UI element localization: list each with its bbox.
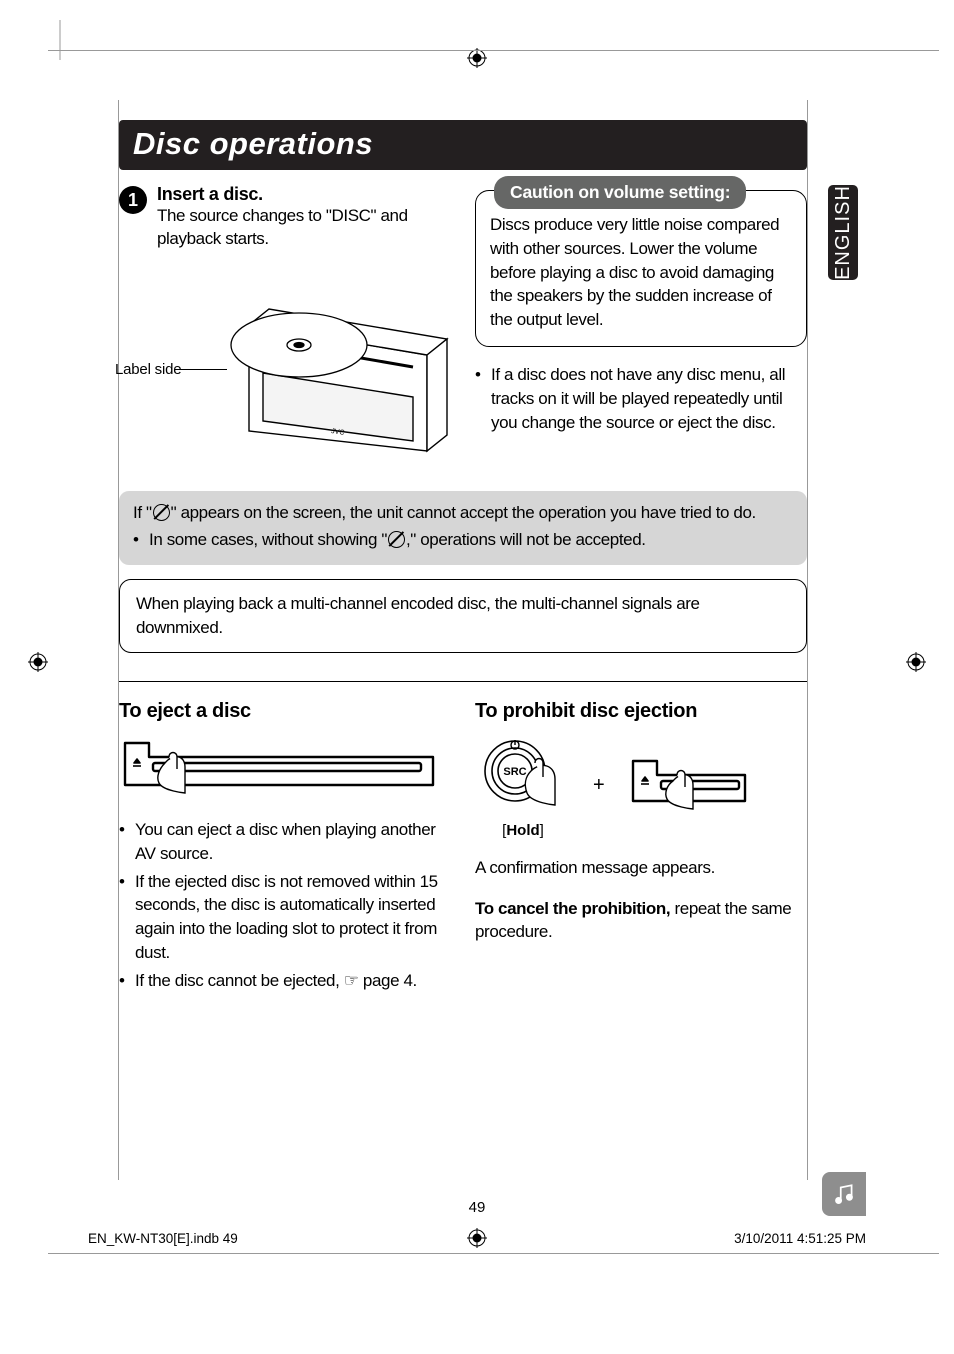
grey-note-bb: ," operations will not be accepted. (406, 530, 646, 549)
eject-b3-ref: ☞ page 4. (344, 971, 417, 990)
right-bullets: If a disc does not have any disc menu, a… (475, 363, 807, 434)
language-tab-label: ENGLISH (832, 185, 855, 280)
page-root: ENGLISH Disc operations 1 (0, 0, 954, 1354)
cancel-bold: To cancel the prohibition, (475, 899, 670, 918)
divider (119, 681, 807, 682)
grey-note-l1b: " appears on the screen, the unit cannot… (171, 503, 756, 522)
grey-note-bullet: In some cases, without showing " ," opera… (133, 528, 793, 552)
eject-b3a: If the disc cannot be ejected, (135, 971, 344, 990)
prohibit-icon (153, 504, 170, 521)
step-1: 1 Insert a disc. The source changes to "… (119, 184, 451, 251)
caution-box: Caution on volume setting: Discs produce… (475, 190, 807, 347)
footer-left: EN_KW-NT30[E].indb 49 (88, 1231, 238, 1246)
eject-b1: You can eject a disc when playing anothe… (119, 818, 451, 866)
eject-figure (119, 733, 451, 802)
prohibit-heading: To prohibit disc ejection (475, 700, 807, 723)
step-badge: 1 (119, 186, 147, 214)
eject-heading: To eject a disc (119, 700, 451, 723)
grey-note-line1: If " " appears on the screen, the unit ca… (133, 501, 793, 526)
round-note: When playing back a multi-channel encode… (119, 579, 807, 653)
col-eject: To eject a disc (119, 700, 451, 997)
step-text: The source changes to "DISC" and playbac… (157, 205, 451, 251)
cancel-line: To cancel the prohibition, repeat the sa… (475, 898, 807, 944)
footer-right: 3/10/2011 4:51:25 PM (734, 1231, 866, 1246)
registration-top (467, 48, 487, 68)
page-number: 49 (0, 1199, 954, 1216)
src-button-figure: SRC [[Hold]Hold] (475, 733, 571, 839)
plus-sign: + (593, 774, 605, 797)
eject-b2: If the ejected disc is not removed withi… (119, 870, 451, 965)
top-rule (48, 50, 939, 51)
section-title: Disc operations (133, 126, 373, 161)
columns-bottom: To eject a disc (119, 700, 807, 997)
eject-btn-figure (627, 751, 747, 820)
crop-top-left (40, 20, 80, 60)
grey-note-list: In some cases, without showing " ," opera… (133, 528, 793, 552)
section-banner: Disc operations (119, 120, 807, 170)
registration-right (906, 652, 926, 672)
step-title: Insert a disc. (157, 184, 451, 205)
columns-top: 1 Insert a disc. The source changes to "… (119, 184, 807, 463)
caution-title: Caution on volume setting: (494, 176, 746, 209)
prohibit-figure: SRC [[Hold]Hold] + (475, 733, 807, 839)
grey-note: If " " appears on the screen, the unit ca… (119, 491, 807, 565)
col-left: 1 Insert a disc. The source changes to "… (119, 184, 451, 463)
col-prohibit: To prohibit disc ejection (475, 700, 807, 997)
registration-left (28, 652, 48, 672)
registration-bottom (467, 1228, 487, 1248)
col-right: Caution on volume setting: Discs produce… (475, 184, 807, 463)
eject-b3: If the disc cannot be ejected, ☞ page 4. (119, 969, 451, 993)
right-bullet-1: If a disc does not have any disc menu, a… (475, 363, 807, 434)
grey-note-l1a: If " (133, 503, 152, 522)
step-number: 1 (128, 190, 138, 211)
round-note-text: When playing back a multi-channel encode… (136, 594, 700, 637)
language-tab: ENGLISH (828, 185, 858, 280)
hold-label: [[Hold]Hold] (475, 822, 571, 839)
eject-list: You can eject a disc when playing anothe… (119, 818, 451, 993)
caution-body: Discs produce very little noise compared… (490, 213, 792, 332)
disc-insert-figure: Label side (119, 263, 451, 463)
bottom-rule (48, 1253, 939, 1254)
content-frame: Disc operations 1 Insert a disc. The sou… (118, 100, 808, 1180)
prohibit-icon-2 (388, 531, 405, 548)
grey-note-ba: In some cases, without showing " (149, 530, 387, 549)
confirm-text: A confirmation message appears. (475, 857, 807, 880)
src-label: SRC (503, 766, 526, 778)
